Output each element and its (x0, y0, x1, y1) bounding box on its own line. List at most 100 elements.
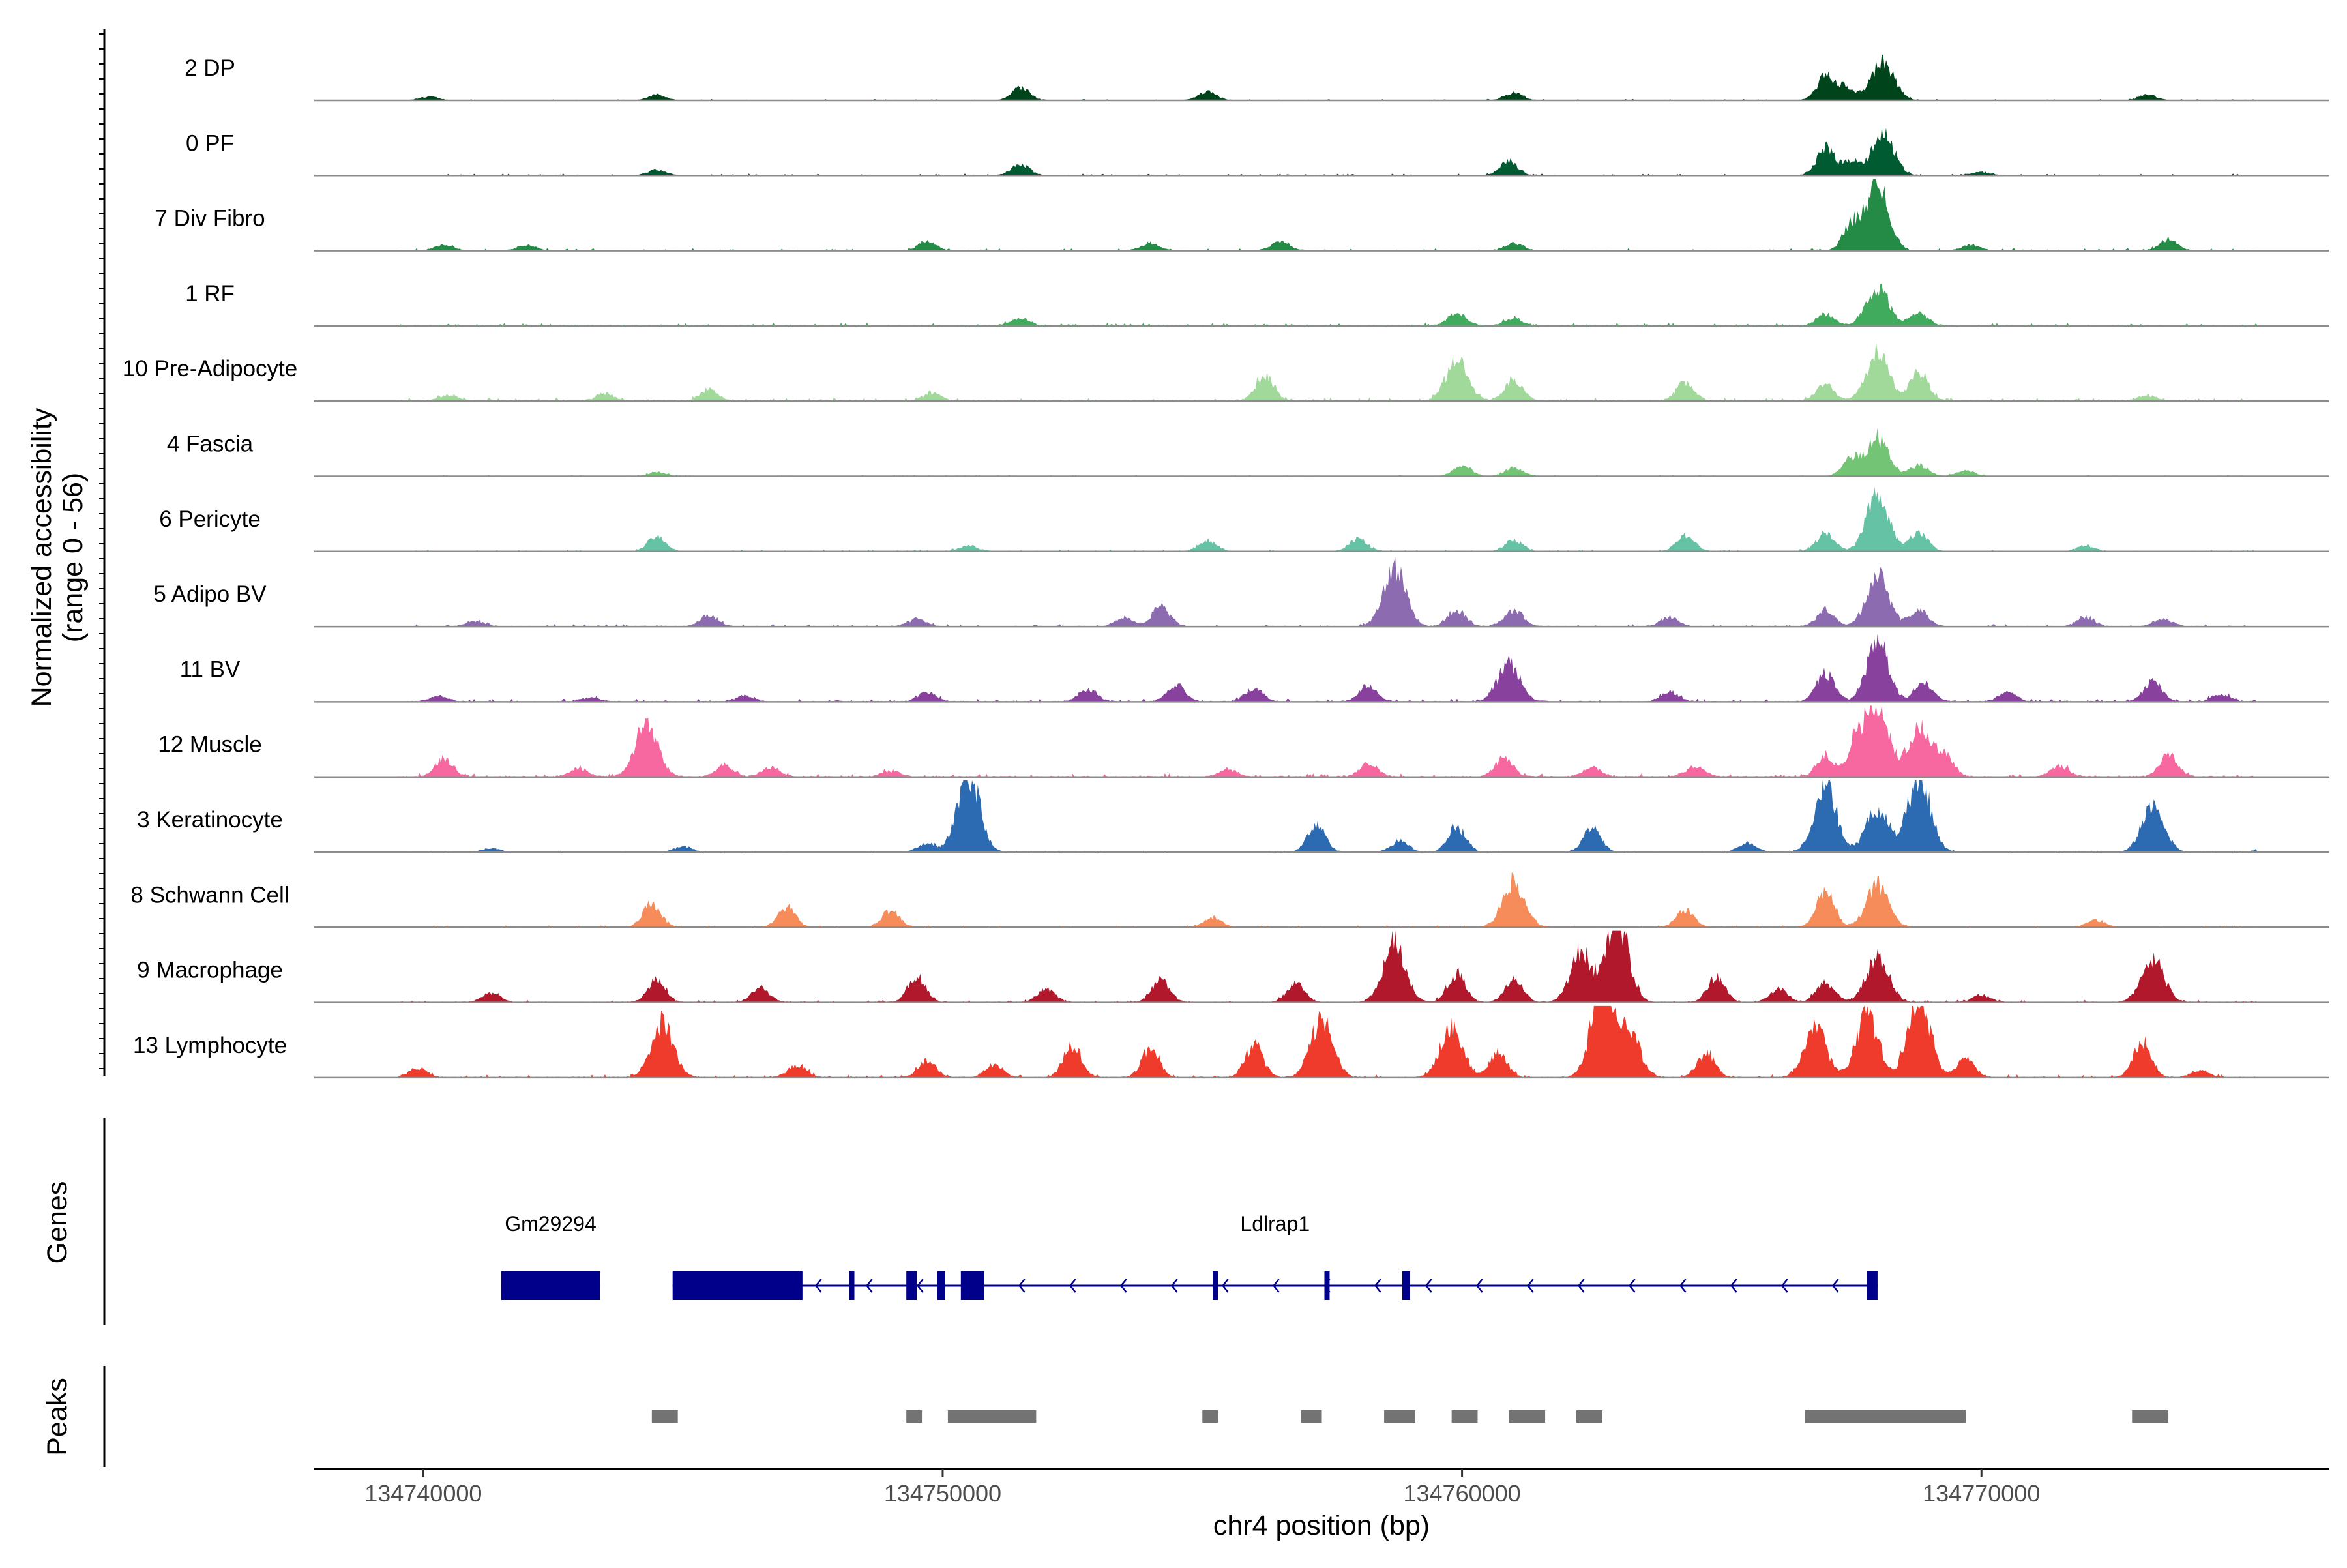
strand-arrow (917, 1279, 924, 1293)
gene-annotations: Gm29294 Ldlrap1 (501, 1212, 1878, 1300)
gene-exon (960, 1271, 984, 1300)
track-label: 3 Keratinocyte (137, 807, 283, 833)
strand-arrow (1120, 1279, 1127, 1293)
strand-arrow (1679, 1279, 1687, 1293)
strand-arrow (1425, 1279, 1432, 1293)
strand-arrow (1781, 1279, 1788, 1293)
track-label: 7 Div Fibro (155, 206, 265, 231)
track-label: 5 Adipo BV (153, 582, 267, 607)
gene-exon (1402, 1271, 1410, 1300)
gene: Gm29294 (501, 1212, 600, 1300)
coverage-area (314, 930, 2329, 1003)
coverage-area (314, 557, 2329, 627)
y-axis-label: Normalized accessibility (range 0 - 56) (26, 407, 89, 707)
strand-arrow (1222, 1279, 1229, 1293)
track: 10 Pre-Adipocyte (123, 340, 2329, 402)
y-axis-label-line2: (range 0 - 56) (57, 473, 89, 643)
peak (1384, 1410, 1415, 1423)
gene-label: Ldlrap1 (1240, 1212, 1310, 1235)
track-label: 6 Pericyte (159, 507, 261, 532)
peaks-panel-label: Peaks (42, 1378, 73, 1456)
track: 2 DP (185, 54, 2329, 102)
track: 7 Div Fibro (155, 179, 2329, 252)
strand-arrow (1171, 1279, 1178, 1293)
peak (1202, 1410, 1218, 1423)
track: 1 RF (185, 281, 2329, 327)
coverage-area (314, 705, 2329, 777)
track: 11 BV (180, 634, 2329, 703)
peak-regions (651, 1410, 2169, 1423)
strand-arrow (1730, 1279, 1737, 1293)
track-label: 1 RF (185, 281, 235, 306)
coverage-area (314, 634, 2329, 702)
track-label: 13 Lymphocyte (133, 1033, 287, 1058)
strand-arrow (1374, 1279, 1381, 1293)
gene: Ldlrap1 (672, 1212, 1878, 1300)
coverage-area (314, 872, 2329, 928)
peak (1301, 1410, 1322, 1423)
track-label: 8 Schwann Cell (130, 882, 289, 908)
track: 8 Schwann Cell (130, 872, 2329, 928)
y-ticks (99, 33, 104, 1069)
track: 9 Macrophage (137, 930, 2329, 1003)
gene-exon (1213, 1271, 1218, 1300)
strand-arrow (1069, 1279, 1076, 1293)
strand-arrow (866, 1279, 873, 1293)
track: 12 Muscle (158, 705, 2329, 778)
strand-arrow (1273, 1279, 1280, 1293)
gene-label: Gm29294 (505, 1212, 597, 1235)
track-label: 9 Macrophage (137, 958, 283, 983)
track-label: 0 PF (186, 130, 234, 156)
gene-exon (849, 1271, 855, 1300)
peak (1451, 1410, 1478, 1423)
track-label: 2 DP (185, 55, 235, 81)
x-tick-label: 134770000 (1923, 1480, 2040, 1507)
peak (1576, 1410, 1602, 1423)
coverage-area (314, 54, 2329, 100)
track: 5 Adipo BV (153, 557, 2329, 628)
strand-arrow (1527, 1279, 1534, 1293)
coverage-area (314, 780, 2329, 852)
track-label: 12 Muscle (158, 732, 262, 758)
coverage-area (314, 1005, 2329, 1078)
strand-arrow (1832, 1279, 1839, 1293)
coverage-area (314, 340, 2329, 402)
track-label: 10 Pre-Adipocyte (123, 356, 297, 381)
x-tick-label: 134740000 (364, 1480, 482, 1507)
peak (947, 1410, 1037, 1423)
coverage-area (314, 486, 2329, 552)
strand-arrow (815, 1279, 822, 1293)
gene-exon (1867, 1271, 1878, 1300)
strand-arrow (1476, 1279, 1483, 1293)
strand-arrow (1578, 1279, 1585, 1293)
coverage-tracks: 2 DP 0 PF 7 Div Fibro 1 RF 10 Pre-Adipocyte 4… (123, 54, 2329, 1079)
gene-exon (937, 1271, 945, 1300)
peak (1805, 1410, 1966, 1423)
track-label: 11 BV (180, 657, 241, 682)
gene-exon (906, 1271, 917, 1300)
peak (651, 1410, 678, 1423)
x-tick-label: 134750000 (884, 1480, 1001, 1507)
x-ticks: 134740000 134750000 134760000 134770000 (364, 1469, 2040, 1507)
gene-exon (501, 1271, 600, 1300)
peak (2132, 1410, 2169, 1423)
coverage-area (314, 127, 2329, 176)
x-tick-label: 134760000 (1403, 1480, 1520, 1507)
track: 4 Fascia (167, 428, 2329, 477)
strand-arrow (1018, 1279, 1026, 1293)
strand-arrow (1629, 1279, 1636, 1293)
track: 6 Pericyte (159, 486, 2329, 553)
track: 13 Lymphocyte (133, 1005, 2329, 1079)
peak (906, 1410, 923, 1423)
track: 3 Keratinocyte (137, 780, 2329, 853)
track: 0 PF (186, 127, 2329, 177)
y-axis-label-line1: Normalized accessibility (26, 407, 57, 707)
gene-exon (672, 1271, 803, 1300)
peak (1509, 1410, 1546, 1423)
track-label: 4 Fascia (167, 432, 254, 457)
gene-exon (1324, 1271, 1330, 1300)
genes-panel-label: Genes (42, 1181, 73, 1264)
x-axis-title: chr4 position (bp) (1213, 1510, 1430, 1541)
